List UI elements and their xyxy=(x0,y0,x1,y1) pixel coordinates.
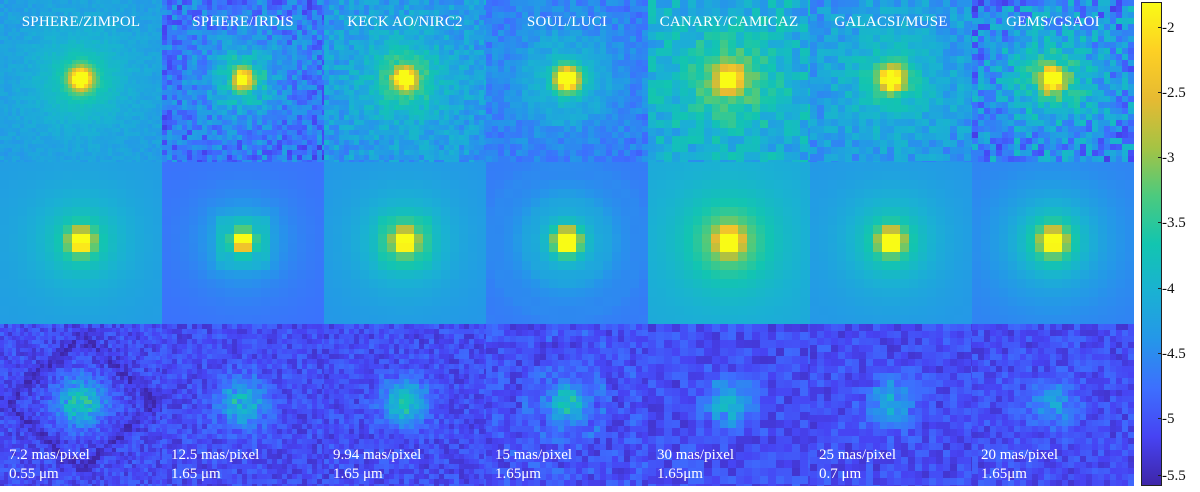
pixel-scale: 9.94 mas/pixel xyxy=(333,447,422,463)
psf-panel-observed-1: SPHERE/ZIMPOL xyxy=(0,0,162,162)
pixel-scale: 7.2 mas/pixel xyxy=(9,447,90,463)
psf-panel-residual-1: 7.2 mas/pixel 0.55 μm xyxy=(0,324,162,486)
instrument-title: GEMS/GSAOI xyxy=(1006,14,1100,30)
instrument-title: SPHERE/IRDIS xyxy=(192,14,294,30)
psf-panel-residual-2: 12.5 mas/pixel 1.65 μm xyxy=(162,324,324,486)
psf-panel-observed-4: SOUL/LUCI xyxy=(486,0,648,162)
colorbar-tick-label: -4 xyxy=(1158,280,1175,297)
pixel-scale: 15 mas/pixel xyxy=(495,447,573,463)
pixel-scale: 25 mas/pixel xyxy=(819,447,897,463)
psf-panel-model-6 xyxy=(810,162,972,324)
psf-panel-residual-5: 30 mas/pixel 1.65μm xyxy=(648,324,810,486)
instrument-title: SOUL/LUCI xyxy=(526,14,608,30)
wavelength: 1.65 μm xyxy=(333,466,383,482)
pixel-scale-info: 25 mas/pixel 0.7 μm xyxy=(819,446,896,484)
colorbar-tick-label: -2.5 xyxy=(1158,85,1186,102)
pixel-scale-info: 12.5 mas/pixel 1.65 μm xyxy=(171,446,259,484)
psf-panel-observed-3: KECK AO/NIRC2 xyxy=(324,0,486,162)
pixel-scale-info: 15 mas/pixel 1.65μm xyxy=(495,446,572,484)
instrument-title: GALACSI/MUSE xyxy=(834,14,948,30)
psf-panel-observed-7: GEMS/GSAOI xyxy=(972,0,1134,162)
instrument-title: KECK AO/NIRC2 xyxy=(347,14,463,30)
instrument-title: CANARY/CAMICAZ xyxy=(659,14,799,30)
pixel-scale-info: 20 mas/pixel 1.65μm xyxy=(981,446,1058,484)
wavelength: 1.65μm xyxy=(495,466,541,482)
psf-panel-residual-4: 15 mas/pixel 1.65μm xyxy=(486,324,648,486)
psf-panel-observed-6: GALACSI/MUSE xyxy=(810,0,972,162)
pixel-scale: 12.5 mas/pixel xyxy=(171,447,260,463)
psf-panel-model-4 xyxy=(486,162,648,324)
psf-panel-model-1 xyxy=(0,162,162,324)
colorbar: -2 -2.5 -3 -3.5 -4 -4.5 -5 -5.5 xyxy=(1141,2,1200,486)
colorbar-tick-label: -3 xyxy=(1158,150,1175,167)
colorbar-tick-label: -2 xyxy=(1158,20,1175,37)
pixel-scale: 20 mas/pixel xyxy=(981,447,1059,463)
pixel-scale-info: 30 mas/pixel 1.65μm xyxy=(657,446,734,484)
colorbar-tick-label: -5.5 xyxy=(1158,468,1186,484)
psf-panel-model-5 xyxy=(648,162,810,324)
instrument-title: SPHERE/ZIMPOL xyxy=(21,14,141,30)
wavelength: 0.55 μm xyxy=(9,466,59,482)
colorbar-tick-label: -3.5 xyxy=(1158,215,1186,232)
wavelength: 1.65 μm xyxy=(171,466,221,482)
pixel-scale-info: 9.94 mas/pixel 1.65 μm xyxy=(333,446,421,484)
psf-panel-model-3 xyxy=(324,162,486,324)
psf-panel-residual-3: 9.94 mas/pixel 1.65 μm xyxy=(324,324,486,486)
psf-image-grid: SPHERE/ZIMPOL 7.2 mas/pixel 0.55 μm SPHERE/… xyxy=(0,0,1134,486)
pixel-scale: 30 mas/pixel xyxy=(657,447,735,463)
psf-panel-residual-6: 25 mas/pixel 0.7 μm xyxy=(810,324,972,486)
psf-panel-model-7 xyxy=(972,162,1134,324)
wavelength: 1.65μm xyxy=(981,466,1027,482)
colorbar-tick-label: -5 xyxy=(1158,410,1175,427)
psf-panel-observed-5: CANARY/CAMICAZ xyxy=(648,0,810,162)
psf-panel-observed-2: SPHERE/IRDIS xyxy=(162,0,324,162)
psf-panel-residual-7: 20 mas/pixel 1.65μm xyxy=(972,324,1134,486)
psf-panel-model-2 xyxy=(162,162,324,324)
colorbar-gradient xyxy=(1141,2,1162,486)
colorbar-tick-label: -4.5 xyxy=(1158,345,1186,362)
wavelength: 0.7 μm xyxy=(819,466,862,482)
wavelength: 1.65μm xyxy=(657,466,703,482)
pixel-scale-info: 7.2 mas/pixel 0.55 μm xyxy=(9,446,90,484)
